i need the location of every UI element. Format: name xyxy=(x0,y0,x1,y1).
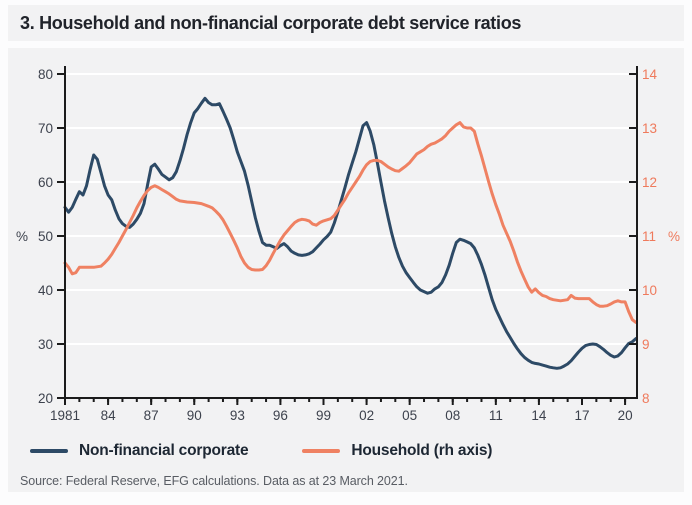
svg-text:13: 13 xyxy=(642,121,657,136)
svg-text:40: 40 xyxy=(38,283,53,298)
legend-item-household: Household (rh axis) xyxy=(302,442,492,460)
svg-text:60: 60 xyxy=(38,175,53,190)
svg-text:11: 11 xyxy=(489,408,503,423)
svg-text:14: 14 xyxy=(642,67,658,82)
navy-line-swatch-icon xyxy=(30,449,68,453)
svg-text:8: 8 xyxy=(642,391,650,406)
svg-text:02: 02 xyxy=(359,408,374,423)
svg-text:17: 17 xyxy=(574,408,589,423)
svg-text:20: 20 xyxy=(618,408,633,423)
legend-label-non-financial-corporate: Non-financial corporate xyxy=(79,442,249,459)
svg-text:05: 05 xyxy=(402,408,417,423)
svg-text:%: % xyxy=(668,229,680,244)
svg-text:10: 10 xyxy=(642,283,657,298)
chart-area: 20 30 40 50 60 70 80% 8 9 10 11 12 13 14% 1981 84 87 90 93… xyxy=(8,48,684,433)
svg-text:30: 30 xyxy=(38,337,53,352)
svg-text:84: 84 xyxy=(101,408,117,423)
orange-line-swatch-icon xyxy=(302,449,341,453)
legend-label-household: Household (rh axis) xyxy=(351,442,493,459)
svg-text:12: 12 xyxy=(642,175,657,190)
svg-text:90: 90 xyxy=(187,408,202,423)
chart-footer: Source: Federal Reserve, EFG calculation… xyxy=(20,472,672,490)
svg-text:50: 50 xyxy=(38,229,53,244)
svg-text:70: 70 xyxy=(38,121,53,136)
svg-text:96: 96 xyxy=(273,408,288,423)
chart-legend: Non-financial corporate Household (rh ax… xyxy=(30,440,492,462)
svg-text:20: 20 xyxy=(38,391,53,406)
chart-panel: 20 30 40 50 60 70 80% 8 9 10 11 12 13 14% 1981 84 87 90 93… xyxy=(8,48,684,492)
svg-text:87: 87 xyxy=(144,408,159,423)
svg-text:1981: 1981 xyxy=(50,408,80,423)
chart-title-bar: 3. Household and non-financial corporate… xyxy=(8,5,684,41)
svg-text:9: 9 xyxy=(642,337,650,352)
svg-text:93: 93 xyxy=(230,408,245,423)
page-title: 3. Household and non-financial corporate… xyxy=(20,12,522,33)
legend-item-non-financial-corporate: Non-financial corporate xyxy=(30,442,249,460)
svg-text:99: 99 xyxy=(316,408,331,423)
svg-text:14: 14 xyxy=(531,408,547,423)
svg-text:08: 08 xyxy=(445,408,460,423)
svg-text:%: % xyxy=(16,229,28,244)
source-note: Source: Federal Reserve, EFG calculation… xyxy=(20,474,408,488)
svg-text:11: 11 xyxy=(642,229,656,244)
chart-canvas: 20 30 40 50 60 70 80% 8 9 10 11 12 13 14% 1981 84 87 90 93… xyxy=(16,66,680,423)
svg-text:80: 80 xyxy=(38,67,53,82)
